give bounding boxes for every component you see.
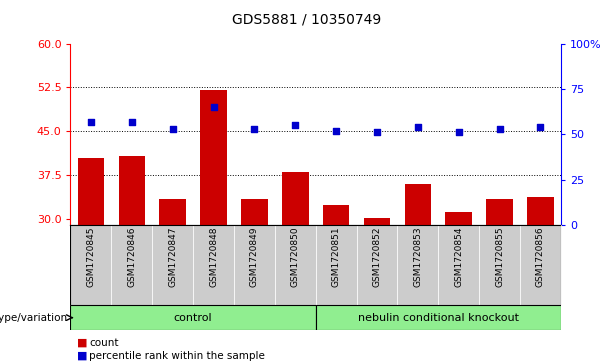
Point: [168, 126, 178, 132]
Point: [331, 128, 341, 134]
Text: percentile rank within the sample: percentile rank within the sample: [89, 351, 265, 361]
Point: [413, 124, 423, 130]
Text: ■: ■: [77, 351, 87, 361]
Bar: [282, 172, 308, 225]
Text: GDS5881 / 10350749: GDS5881 / 10350749: [232, 13, 381, 27]
Text: GSM1720851: GSM1720851: [332, 227, 341, 287]
Text: count: count: [89, 338, 118, 348]
Text: GSM1720846: GSM1720846: [128, 227, 136, 287]
Bar: [323, 205, 349, 225]
Bar: [70, 305, 316, 330]
Bar: [316, 305, 561, 330]
Bar: [193, 225, 234, 305]
Bar: [159, 199, 186, 225]
Bar: [78, 158, 104, 225]
Text: GSM1720845: GSM1720845: [86, 227, 96, 287]
Point: [372, 130, 382, 135]
Text: GSM1720855: GSM1720855: [495, 227, 504, 287]
Bar: [438, 225, 479, 305]
Bar: [316, 225, 357, 305]
Text: GSM1720854: GSM1720854: [454, 227, 463, 287]
Bar: [241, 199, 268, 225]
Bar: [520, 225, 561, 305]
Bar: [479, 225, 520, 305]
Point: [127, 119, 137, 125]
Bar: [364, 218, 390, 225]
Bar: [70, 225, 112, 305]
Text: GSM1720852: GSM1720852: [373, 227, 381, 287]
Text: GSM1720853: GSM1720853: [413, 227, 422, 287]
Text: GSM1720847: GSM1720847: [168, 227, 177, 287]
Bar: [118, 156, 145, 225]
Bar: [200, 90, 227, 225]
Bar: [275, 225, 316, 305]
Text: GSM1720849: GSM1720849: [250, 227, 259, 287]
Bar: [397, 225, 438, 305]
Point: [536, 124, 546, 130]
Text: genotype/variation: genotype/variation: [0, 313, 67, 323]
Text: ■: ■: [77, 338, 87, 348]
Text: GSM1720848: GSM1720848: [209, 227, 218, 287]
Bar: [486, 199, 513, 225]
Bar: [112, 225, 152, 305]
Point: [454, 130, 463, 135]
Bar: [405, 184, 431, 225]
Text: nebulin conditional knockout: nebulin conditional knockout: [358, 313, 519, 323]
Point: [495, 126, 504, 132]
Text: GSM1720856: GSM1720856: [536, 227, 545, 287]
Point: [249, 126, 259, 132]
Point: [291, 122, 300, 128]
Bar: [357, 225, 397, 305]
Point: [208, 104, 218, 110]
Text: GSM1720850: GSM1720850: [291, 227, 300, 287]
Text: control: control: [173, 313, 213, 323]
Bar: [152, 225, 193, 305]
Bar: [234, 225, 275, 305]
Bar: [446, 212, 472, 225]
Point: [86, 119, 96, 125]
Bar: [527, 197, 554, 225]
